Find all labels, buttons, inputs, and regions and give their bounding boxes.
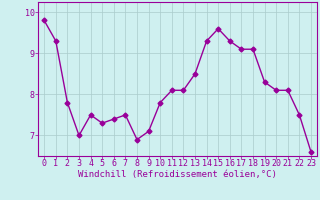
- X-axis label: Windchill (Refroidissement éolien,°C): Windchill (Refroidissement éolien,°C): [78, 170, 277, 179]
